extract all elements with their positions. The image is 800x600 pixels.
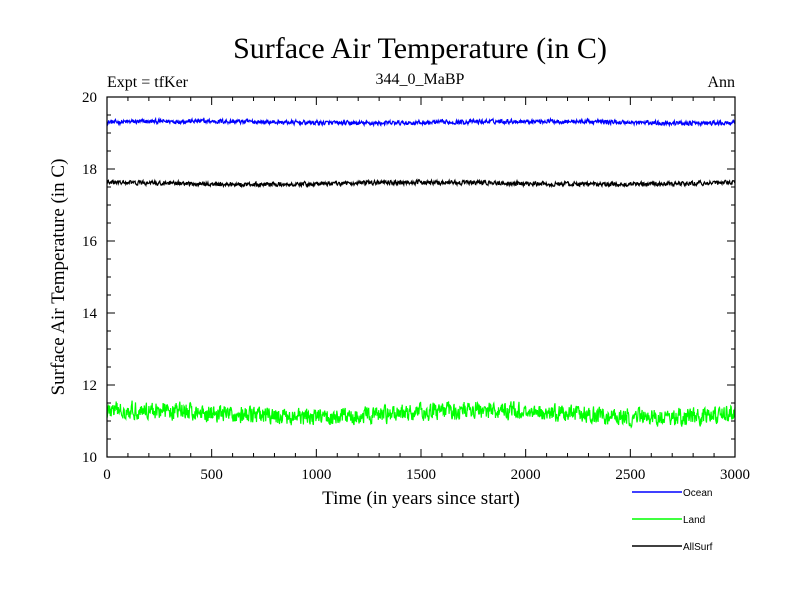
x-tick-label: 500 (200, 467, 223, 483)
series-line-allsurf (106, 178, 736, 189)
x-tick-label: 2500 (615, 467, 645, 483)
series-layer (106, 116, 736, 429)
y-axis-label: Surface Air Temperature (in C) (48, 159, 69, 396)
y-tick-label: 14 (82, 306, 98, 322)
legend-label-land: Land (683, 515, 705, 526)
y-tick-label: 10 (82, 450, 97, 466)
x-tick-label: 3000 (720, 467, 750, 483)
plot-frame (106, 96, 736, 458)
y-tick-label: 20 (82, 90, 97, 106)
y-tick-label: 18 (82, 162, 97, 178)
chart-title: Surface Air Temperature (in C) (233, 32, 607, 65)
series-line-ocean (106, 116, 736, 128)
x-tick-label: 1500 (406, 467, 436, 483)
y-tick-label: 16 (82, 234, 98, 250)
chart-subtitle: 344_0_MaBP (376, 71, 465, 88)
x-tick-label: 0 (103, 467, 111, 483)
series-line-land (106, 400, 736, 429)
x-tick-label: 2000 (511, 467, 541, 483)
legend-label-allsurf: AllSurf (683, 542, 713, 553)
x-tick-label: 1000 (301, 467, 331, 483)
y-tick-label: 12 (82, 378, 97, 394)
period-label: Ann (707, 74, 735, 91)
experiment-label: Expt = tfKer (107, 74, 189, 91)
x-axis-label: Time (in years since start) (322, 488, 520, 509)
legend-label-ocean: Ocean (683, 488, 712, 499)
axis-layer: 0 500 1000 1500 2000 2500 3000 10 12 14 16 18 20 (82, 90, 750, 483)
legend: Ocean Land AllSurf (632, 488, 713, 553)
